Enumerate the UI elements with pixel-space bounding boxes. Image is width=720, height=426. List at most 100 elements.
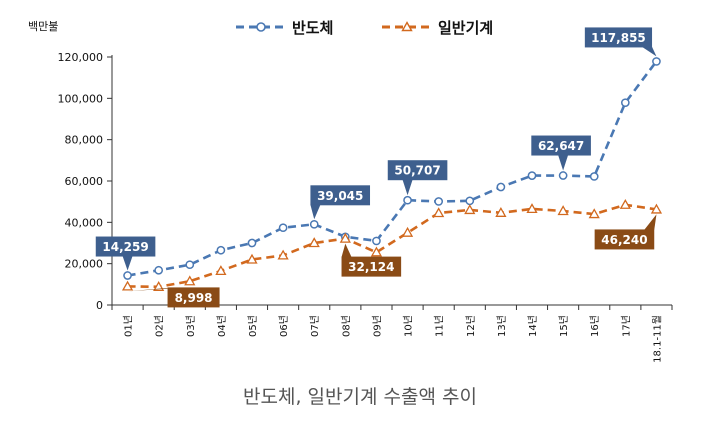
data-point-0 xyxy=(434,197,444,206)
x-tick-label: 09년 xyxy=(371,315,383,337)
callout-label: 117,855 xyxy=(584,27,657,57)
data-point-1 xyxy=(619,198,631,209)
chart-caption: 반도체, 일반기계 수출액 추이 xyxy=(243,386,477,408)
callout-value: 32,124 xyxy=(348,260,394,274)
x-tick-label: 13년 xyxy=(496,315,508,337)
y-tick-label: 40,000 xyxy=(65,216,104,229)
callout-label: 8,998 xyxy=(127,287,220,308)
x-tick-label: 16년 xyxy=(589,315,601,337)
callout-value: 8,998 xyxy=(175,291,213,305)
data-point-1 xyxy=(153,280,165,291)
data-point-1 xyxy=(308,237,320,248)
line-chart: 백만불 반도체 일반기계 0 20,000 40,000 60,000 80,000 10… xyxy=(28,19,673,363)
data-point-0 xyxy=(309,219,319,229)
x-axis: 01년 02년 03년 04년 05년 06년 07년 08년 09년 10년 11년 12년 13년 1… xyxy=(111,304,673,363)
plot-area xyxy=(121,57,663,291)
data-point-0 xyxy=(216,245,226,255)
data-point-0 xyxy=(620,98,630,108)
callout-pointer xyxy=(310,204,321,220)
callout-label: 50,707 xyxy=(387,160,448,196)
y-axis: 0 20,000 40,000 60,000 80,000 100,000 120,000 xyxy=(58,51,113,312)
callout-value: 50,707 xyxy=(394,164,440,178)
data-point-1 xyxy=(650,203,663,214)
y-tick-label: 0 xyxy=(96,299,103,312)
y-tick-label: 80,000 xyxy=(65,134,104,147)
data-point-0 xyxy=(558,171,568,180)
callout-pointer xyxy=(642,46,657,57)
data-point-1 xyxy=(370,246,383,257)
data-point-1 xyxy=(339,232,351,243)
x-tick-label: 12년 xyxy=(465,315,477,337)
series-line-0 xyxy=(127,60,658,277)
x-tick-label: 05년 xyxy=(247,315,259,337)
data-point-0 xyxy=(652,57,661,66)
data-point-0 xyxy=(372,236,381,246)
callout-box xyxy=(95,236,156,257)
legend-label-machinery: 일반기계 xyxy=(438,19,493,37)
callout-value: 46,240 xyxy=(601,233,647,247)
x-tick-label: 14년 xyxy=(527,315,539,337)
x-tick-label: 15년 xyxy=(558,315,570,337)
data-point-0 xyxy=(185,260,195,270)
x-tick-label: 07년 xyxy=(309,315,321,337)
x-tick-label: 10년 xyxy=(403,315,415,337)
y-tick-label: 100,000 xyxy=(58,92,104,105)
legend-marker-machinery xyxy=(401,21,413,32)
data-point-0 xyxy=(527,171,537,180)
data-point-1 xyxy=(277,249,289,260)
callout-value: 14,259 xyxy=(102,240,148,254)
y-tick-label: 20,000 xyxy=(65,258,104,271)
legend-marker-semiconductor xyxy=(256,22,266,32)
y-tick-label: 120,000 xyxy=(58,51,104,64)
data-point-0 xyxy=(154,265,164,275)
callout-pointer xyxy=(122,256,133,271)
callout-pointer xyxy=(644,214,657,230)
data-point-0 xyxy=(278,223,288,233)
callout-label: 14,259 xyxy=(95,236,156,271)
callout-value: 117,855 xyxy=(591,31,646,45)
legend: 반도체 일반기계 xyxy=(236,19,493,37)
callout-label: 62,647 xyxy=(531,135,591,171)
callout-pointer xyxy=(558,155,569,171)
data-point-1 xyxy=(495,207,507,217)
data-point-0 xyxy=(247,238,257,248)
unit-label: 백만불 xyxy=(28,20,58,33)
x-tick-label: 18.1-11월 xyxy=(651,315,663,363)
x-tick-label: 02년 xyxy=(154,315,166,337)
data-point-1 xyxy=(121,280,134,291)
x-tick-label: 17년 xyxy=(620,315,632,337)
callout-box xyxy=(594,229,655,250)
data-point-1 xyxy=(401,226,414,237)
x-tick-label: 04년 xyxy=(216,315,228,337)
x-tick-label: 08년 xyxy=(340,315,352,337)
data-point-0 xyxy=(589,172,599,181)
callout-label: 46,240 xyxy=(594,214,657,250)
data-point-1 xyxy=(246,253,258,264)
x-tick-label: 01년 xyxy=(123,315,135,337)
callout-label: 32,124 xyxy=(341,243,402,277)
callouts: 14,259 39,045 50,707 62,647 117,855 8,998 32,1… xyxy=(95,27,657,308)
callout-label: 39,045 xyxy=(310,185,371,220)
data-point-1 xyxy=(557,205,569,216)
data-point-1 xyxy=(526,203,538,214)
legend-label-semiconductor: 반도체 xyxy=(292,19,333,37)
callout-pointer xyxy=(127,287,178,292)
series-line-1 xyxy=(127,203,657,289)
callout-value: 39,045 xyxy=(317,189,363,203)
data-point-1 xyxy=(588,208,600,219)
callout-pointer xyxy=(341,243,352,258)
data-point-1 xyxy=(464,204,476,215)
data-point-0 xyxy=(403,195,412,205)
callout-pointer xyxy=(402,179,413,196)
data-point-1 xyxy=(184,275,196,286)
callout-value: 62,647 xyxy=(538,139,584,153)
callout-box xyxy=(310,185,371,206)
data-point-1 xyxy=(215,265,227,276)
data-point-0 xyxy=(496,182,506,192)
data-point-0 xyxy=(123,271,132,280)
callout-box xyxy=(341,256,402,277)
data-point-0 xyxy=(465,196,475,206)
x-tick-label: 03년 xyxy=(185,315,197,337)
callout-box xyxy=(167,287,220,308)
callout-box xyxy=(387,160,448,181)
